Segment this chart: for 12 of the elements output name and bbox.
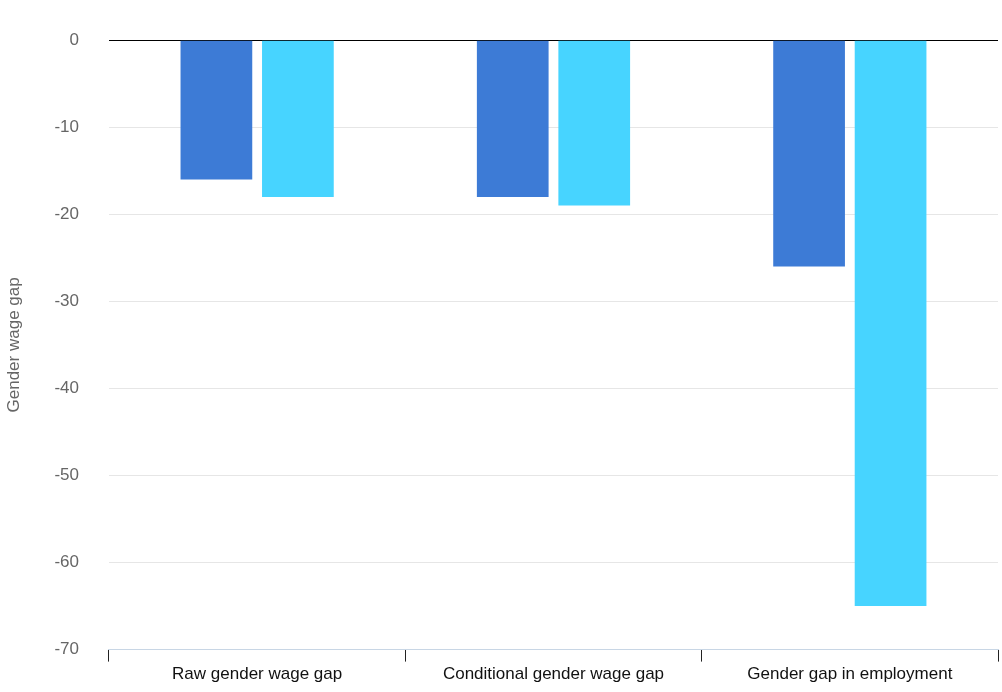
x-tick-label: Raw gender wage gap <box>172 664 343 684</box>
y-tick-label: 0 <box>69 29 79 49</box>
y-tick-label: -10 <box>54 116 79 136</box>
y-tick-label: -60 <box>54 552 79 572</box>
y-tick-label: -20 <box>54 204 79 223</box>
y-tick-label: -40 <box>54 378 79 398</box>
x-tick-label: Gender gap in employment <box>747 664 953 684</box>
x-tick-label: Conditional gender wage gap <box>442 664 665 684</box>
y-axis-title: Gender wage gap <box>3 277 23 413</box>
y-tick-label: -70 <box>54 639 79 659</box>
y-tick-label: -50 <box>54 465 79 485</box>
y-tick-label: -30 <box>54 291 79 311</box>
